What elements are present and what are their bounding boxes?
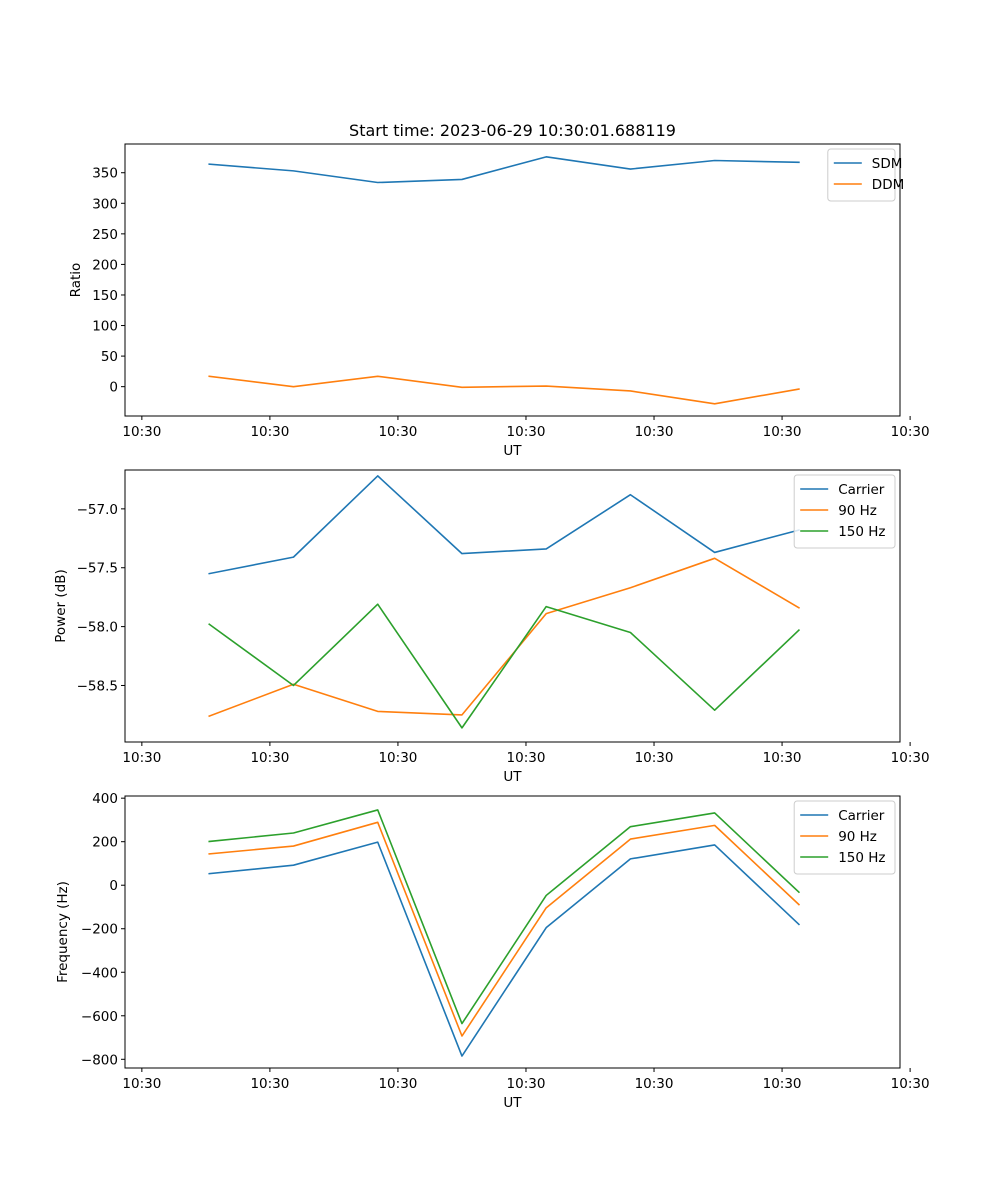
y-axis-label-2: Power (dB) [53, 569, 69, 642]
y-tick-label-3-2: −600 [81, 1009, 118, 1025]
legend-2: Carrier 90 Hz 150 Hz [793, 474, 896, 549]
series-line-1-1 [208, 156, 800, 184]
y-axis-label-3: Frequency (Hz) [55, 881, 71, 983]
chart-panel-3: 10:3010:3010:3010:3010:3010:3010:3010:31… [55, 791, 930, 1111]
x-tick-label-2-1: 10:30 [122, 750, 161, 766]
x-tick-label-2-6: 10:30 [763, 750, 802, 766]
series-line-1-2 [208, 375, 800, 405]
axes-frame-3 [124, 795, 901, 1069]
legend-label-3-1: Carrier [838, 808, 885, 824]
y-tick-label-3-7: 400 [92, 791, 118, 807]
axes-frame-2 [124, 469, 901, 743]
x-tick-label-1-6: 10:30 [763, 424, 802, 440]
axes-frame-1 [124, 143, 901, 417]
x-tick-label-1-4: 10:30 [507, 424, 546, 440]
y-tick-label-1-4: 150 [92, 288, 118, 304]
y-axis-label-1: Ratio [68, 263, 84, 298]
y-tick-label-3-4: −200 [81, 922, 118, 938]
y-tick-label-2-3: −57.5 [77, 561, 118, 577]
x-tick-label-3-2: 10:30 [250, 1076, 289, 1092]
series-line-2-2 [208, 557, 801, 718]
y-tick-label-3-6: 200 [92, 835, 118, 851]
y-tick-label-2-4: −57.0 [77, 502, 118, 518]
x-tick-label-3-4: 10:30 [507, 1076, 546, 1092]
series-line-2-1 [208, 475, 800, 575]
x-tick-label-1-3: 10:30 [378, 424, 417, 440]
x-tick-label-3-6: 10:30 [763, 1076, 802, 1092]
series-line-3-1 [208, 841, 801, 1057]
legend-label-1-2: DDM [872, 177, 904, 193]
series-line-3-2 [208, 821, 801, 1037]
y-tick-label-1-6: 250 [92, 227, 118, 243]
x-tick-label-3-1: 10:30 [122, 1076, 161, 1092]
legend-1: SDM DDM [827, 148, 904, 202]
figure-title: Start time: 2023-06-29 10:30:01.688119 [349, 121, 676, 140]
legend-box-2 [793, 474, 896, 549]
x-axis-label-2: UT [503, 769, 522, 785]
x-tick-label-1-1: 10:30 [122, 424, 161, 440]
x-tick-label-3-5: 10:30 [635, 1076, 674, 1092]
y-tick-label-1-1: 0 [109, 380, 118, 396]
chart-panel-1: 10:3010:3010:3010:3010:3010:3010:3010:31… [68, 143, 930, 459]
x-tick-label-2-3: 10:30 [378, 750, 417, 766]
legend-label-2-3: 150 Hz [838, 524, 885, 540]
legend-label-2-2: 90 Hz [838, 503, 877, 519]
y-tick-label-3-1: −800 [81, 1052, 118, 1068]
y-tick-label-2-2: −58.0 [77, 620, 118, 636]
y-tick-label-1-7: 300 [92, 196, 118, 212]
y-tick-label-1-8: 350 [92, 166, 118, 182]
y-tick-label-1-3: 100 [92, 319, 118, 335]
x-tick-label-2-4: 10:30 [507, 750, 546, 766]
x-tick-label-2-5: 10:30 [635, 750, 674, 766]
y-tick-label-3-5: 0 [109, 878, 118, 894]
series-line-3-3 [208, 809, 801, 1025]
legend-3: Carrier 90 Hz 150 Hz [793, 800, 896, 875]
legend-label-2-1: Carrier [838, 482, 885, 498]
x-tick-label-2-7: 10:30 [891, 750, 930, 766]
x-tick-label-1-5: 10:30 [635, 424, 674, 440]
y-tick-label-3-3: −400 [81, 965, 118, 981]
y-tick-label-2-1: −58.5 [77, 678, 118, 694]
chart-panel-2: 10:3010:3010:3010:3010:3010:3010:3010:31… [53, 469, 930, 785]
legend-box-1 [827, 148, 896, 202]
legend-label-1-1: SDM [872, 156, 903, 172]
x-tick-label-1-7: 10:30 [891, 424, 930, 440]
y-tick-label-1-2: 50 [101, 349, 118, 365]
x-tick-label-3-7: 10:30 [891, 1076, 930, 1092]
x-axis-label-3: UT [503, 1095, 522, 1111]
legend-label-3-2: 90 Hz [838, 829, 877, 845]
x-tick-label-3-3: 10:30 [378, 1076, 417, 1092]
legend-label-3-3: 150 Hz [838, 850, 885, 866]
x-axis-label-1: UT [503, 443, 522, 459]
x-tick-label-2-2: 10:30 [250, 750, 289, 766]
series-line-2-3 [208, 603, 801, 729]
legend-box-3 [793, 800, 896, 875]
x-tick-label-1-2: 10:30 [250, 424, 289, 440]
y-tick-label-1-5: 200 [92, 257, 118, 273]
